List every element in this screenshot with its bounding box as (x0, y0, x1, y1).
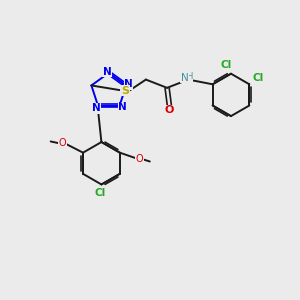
Text: S: S (121, 86, 129, 96)
Text: N: N (124, 79, 133, 89)
Text: O: O (136, 154, 143, 164)
Text: Cl: Cl (253, 73, 264, 83)
Text: N: N (103, 67, 112, 77)
Text: N: N (181, 73, 189, 83)
Text: N: N (92, 103, 101, 113)
Text: Cl: Cl (221, 60, 232, 70)
Text: N: N (118, 102, 127, 112)
Text: Cl: Cl (94, 188, 106, 198)
Text: H: H (187, 72, 193, 81)
Text: O: O (58, 138, 66, 148)
Text: O: O (165, 106, 174, 116)
